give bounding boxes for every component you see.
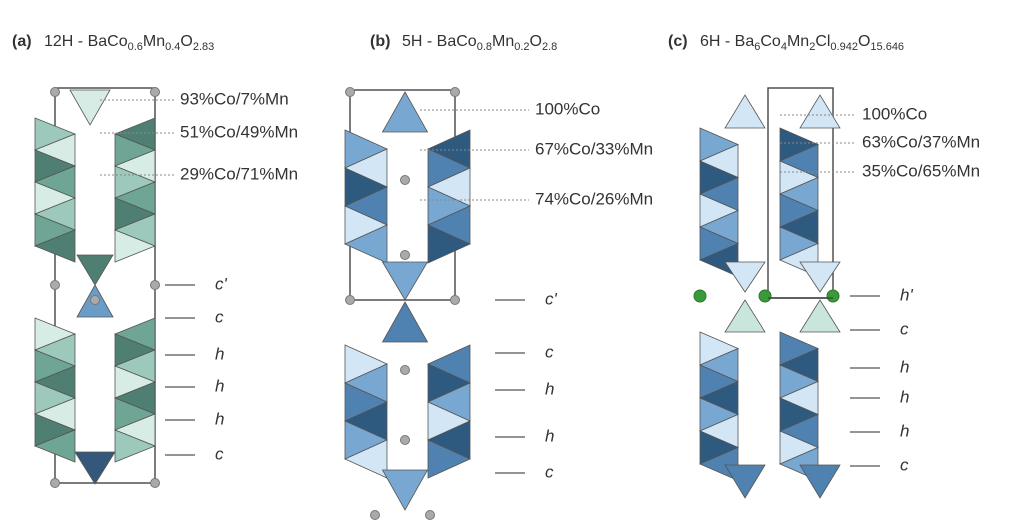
octahedron-face [800,300,840,332]
subscript: 0.942 [830,41,858,53]
barium-atom [426,511,435,520]
chloride-atom [694,290,706,302]
barium-atom [451,296,460,305]
panel-label: (c) [668,33,688,50]
stacking-letter: h [900,421,909,440]
formula-part: 5H - BaCo [402,33,477,50]
site-occupancy: 100%Co [862,104,927,123]
barium-atom [371,511,380,520]
formula-part: Co [760,33,781,50]
barium-atom [346,88,355,97]
panel-title: 6H - Ba6Co4Mn2Cl0.942O15.646 [700,33,904,53]
subscript: 0.8 [477,41,492,53]
formula-part: Mn [492,33,514,50]
chloride-atom [759,290,771,302]
site-occupancy: 29%Co/71%Mn [180,164,298,183]
formula-part: 12H - BaCo [44,33,128,50]
subscript: 2.83 [193,41,214,53]
subscript: 0.6 [128,41,143,53]
octahedron-face [800,262,840,292]
octahedron-face [725,465,765,498]
barium-atom [51,281,60,290]
formula-part: 6H - Ba [700,33,754,50]
octahedron-face [725,300,765,332]
formula-part: O [858,33,870,50]
octahedron-face [77,255,113,285]
barium-atom [401,436,410,445]
stacking-letter: c [215,444,224,463]
site-occupancy: 100%Co [535,99,600,118]
stacking-letter: h [900,387,909,406]
site-occupancy: 35%Co/65%Mn [862,161,980,180]
stacking-letter: c [215,307,224,326]
site-occupancy: 93%Co/7%Mn [180,89,289,108]
site-occupancy: 67%Co/33%Mn [535,139,653,158]
barium-atom [346,296,355,305]
stacking-letter: h [545,379,554,398]
panel-title: 12H - BaCo0.6Mn0.4O2.83 [44,33,214,53]
figure: (a)12H - BaCo0.6Mn0.4O2.8393%Co/7%Mn51%C… [0,0,1016,520]
octahedron-face [725,262,765,292]
stacking-letter: h [215,409,224,428]
formula-part: Mn [787,33,809,50]
stacking-letter: h [215,376,224,395]
panel-label: (a) [12,33,32,50]
barium-atom [51,88,60,97]
octahedron-face [725,95,765,128]
octahedron-face [383,470,428,510]
stacking-letter: h [215,344,224,363]
formula-part: O [530,33,542,50]
stacking-letter: h [545,426,554,445]
barium-atom [151,88,160,97]
panel-title: 5H - BaCo0.8Mn0.2O2.8 [402,33,557,53]
stacking-letter: c [900,319,909,338]
stacking-letter: c' [215,274,228,293]
subscript: 2.8 [542,41,557,53]
barium-atom [401,251,410,260]
octahedron-face [383,302,428,342]
stacking-letter: c' [545,289,558,308]
octahedron-face [800,95,840,128]
subscript: 0.2 [514,41,529,53]
site-occupancy: 63%Co/37%Mn [862,132,980,151]
site-occupancy: 74%Co/26%Mn [535,189,653,208]
barium-atom [151,281,160,290]
site-occupancy: 51%Co/49%Mn [180,122,298,141]
octahedron-face [383,262,428,300]
barium-atom [451,88,460,97]
formula-part: Cl [815,33,830,50]
octahedron-face [800,465,840,498]
chloride-atom [827,290,839,302]
barium-atom [51,479,60,488]
formula-part: Mn [143,33,165,50]
octahedron-face [75,452,115,484]
stacking-letter: c [900,455,909,474]
stacking-letter: h [900,357,909,376]
barium-atom [401,176,410,185]
barium-atom [91,296,100,305]
barium-atom [151,479,160,488]
panel-label: (b) [370,33,390,50]
stacking-letter: c [545,342,554,361]
barium-atom [401,366,410,375]
subscript: 0.4 [165,41,180,53]
subscript: 15.646 [870,41,904,53]
formula-part: O [180,33,192,50]
stacking-letter: c [545,462,554,481]
stacking-letter: h' [900,285,913,304]
octahedron-face [383,92,428,132]
octahedron-face [70,90,110,125]
